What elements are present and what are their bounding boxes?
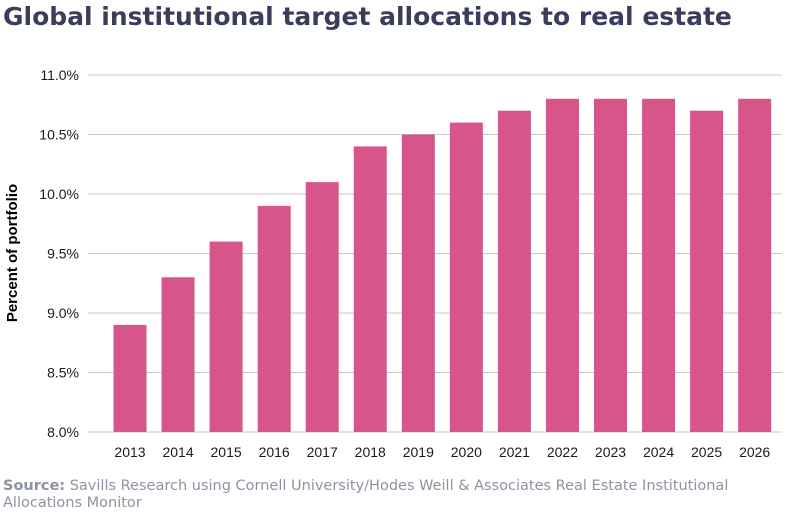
x-tick-label: 2022 bbox=[547, 444, 578, 460]
bar-2021 bbox=[497, 110, 531, 432]
x-tick-label: 2017 bbox=[307, 444, 338, 460]
y-tick-label: 9.5% bbox=[47, 246, 79, 262]
x-tick-label: 2014 bbox=[162, 444, 193, 460]
bar-2014 bbox=[161, 277, 195, 432]
x-tick-label: 2026 bbox=[739, 444, 770, 460]
y-tick-label: 8.0% bbox=[47, 424, 79, 440]
y-tick-label: 8.5% bbox=[47, 365, 79, 381]
bar-2020 bbox=[449, 122, 483, 432]
y-axis-ticks: 8.0% 8.5% 9.0% 9.5% 10.0% 10.5% 11.0% bbox=[39, 67, 79, 440]
bar-2026 bbox=[738, 98, 772, 433]
y-tick-label: 11.0% bbox=[40, 67, 79, 83]
bar-2019 bbox=[401, 134, 435, 432]
source-note: Source: Savills Research using Cornell U… bbox=[3, 478, 793, 512]
y-tick-label: 10.5% bbox=[39, 127, 79, 143]
y-tick-label: 10.0% bbox=[39, 186, 79, 202]
x-tick-label: 2019 bbox=[403, 444, 434, 460]
y-tick-label: 9.0% bbox=[47, 305, 79, 321]
x-tick-label: 2015 bbox=[211, 444, 242, 460]
x-tick-label: 2013 bbox=[114, 444, 145, 460]
bar-2016 bbox=[257, 205, 291, 432]
bar-2022 bbox=[545, 98, 579, 433]
bar-2025 bbox=[690, 110, 724, 432]
bar-2024 bbox=[642, 98, 676, 433]
x-tick-label: 2018 bbox=[355, 444, 386, 460]
x-tick-label: 2025 bbox=[691, 444, 722, 460]
bar-2013 bbox=[113, 324, 147, 432]
y-axis-label: Percent of portfolio bbox=[4, 184, 21, 322]
chart-title: Global institutional target allocations … bbox=[3, 2, 732, 31]
x-tick-label: 2021 bbox=[499, 444, 530, 460]
source-label: Source: bbox=[3, 478, 66, 494]
bar-2015 bbox=[209, 241, 243, 432]
x-tick-label: 2023 bbox=[595, 444, 626, 460]
bar-chart: 8.0% 8.5% 9.0% 9.5% 10.0% 10.5% 11.0% 2013 2014… bbox=[4, 67, 782, 460]
bar-2023 bbox=[594, 98, 627, 433]
bar-2017 bbox=[305, 182, 339, 432]
x-axis-ticks: 2013 2014 2015 2016 2017 2018 2019 2020 2021 2022… bbox=[114, 444, 770, 460]
bar-2018 bbox=[353, 146, 387, 432]
x-tick-label: 2016 bbox=[259, 444, 290, 460]
source-text: Savills Research using Cornell Universit… bbox=[3, 478, 729, 511]
bars bbox=[113, 98, 772, 433]
x-tick-label: 2024 bbox=[643, 444, 674, 460]
x-tick-label: 2020 bbox=[451, 444, 482, 460]
